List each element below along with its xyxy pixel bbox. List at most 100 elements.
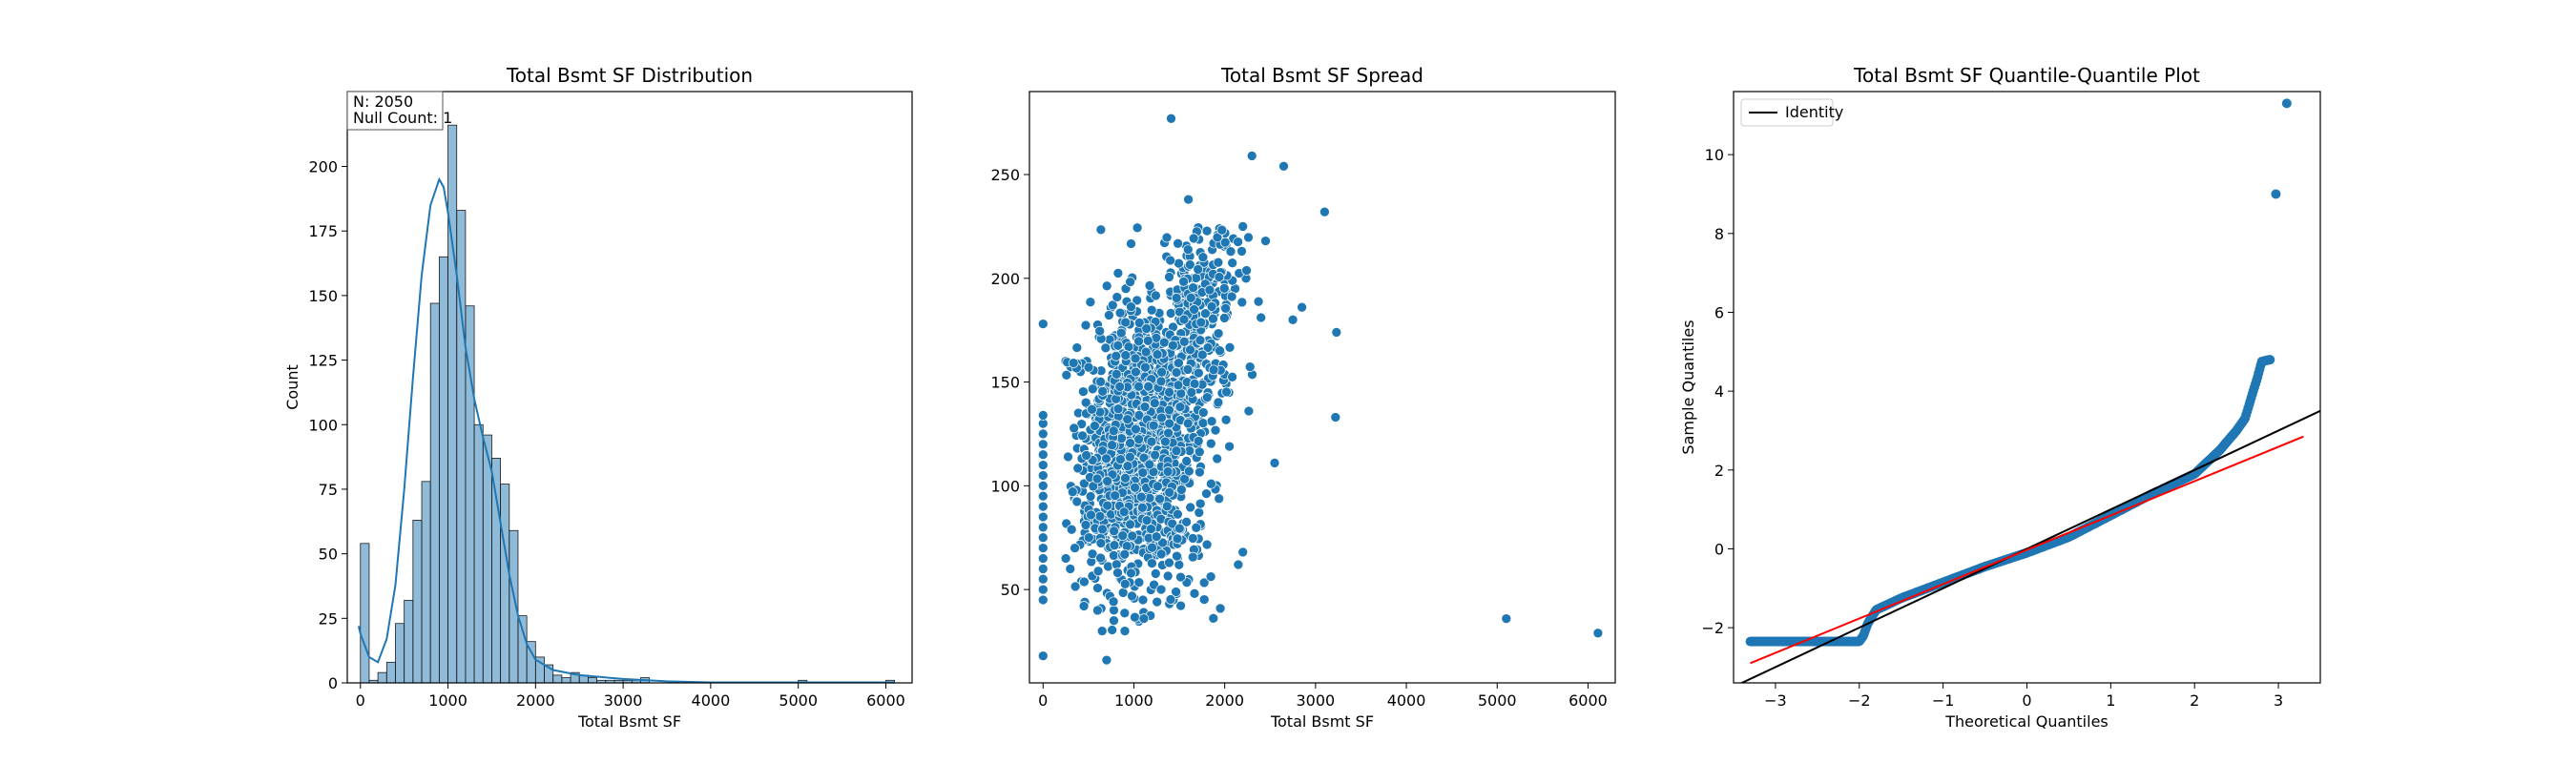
scatter-point <box>1137 594 1149 606</box>
scatter-point <box>1253 296 1264 307</box>
scatter-point <box>1037 480 1049 491</box>
scatter-point <box>1037 594 1049 606</box>
y-tick-label: 25 <box>319 609 338 628</box>
scatter-point <box>1221 386 1232 398</box>
scatter-point <box>1165 594 1176 605</box>
scatter-point <box>1166 113 1176 124</box>
x-tick-label: 2000 <box>1205 691 1244 710</box>
scatter-point <box>1125 438 1135 448</box>
x-axis-label: Theoretical Quantiles <box>1944 712 2109 731</box>
scatter-point <box>1144 459 1155 470</box>
y-tick-label: 200 <box>990 270 1020 288</box>
qq-point <box>2265 355 2275 365</box>
scatter-point <box>1206 301 1217 312</box>
scatter-point <box>1171 367 1182 378</box>
scatter-point <box>1287 314 1298 325</box>
x-tick-label: −1 <box>1932 691 1955 710</box>
scatter-point <box>1125 277 1135 287</box>
histogram-bar <box>412 520 423 684</box>
histogram-bar <box>377 671 387 684</box>
scatter-point <box>1087 383 1098 395</box>
y-tick-label: 0 <box>328 674 338 692</box>
scatter-point <box>1213 257 1224 268</box>
scatter-point <box>1070 543 1080 553</box>
scatter-point <box>1278 160 1289 172</box>
x-tick-label: 1000 <box>428 691 467 710</box>
x-axis-label: Total Bsmt SF <box>577 712 681 731</box>
scatter-point <box>1213 328 1224 339</box>
scatter-point <box>1109 540 1120 551</box>
chart-title: Total Bsmt SF Spread <box>1220 64 1423 87</box>
scatter-point <box>1120 350 1132 361</box>
scatter-point <box>1037 650 1049 662</box>
scatter-point <box>1152 596 1163 608</box>
scatter-point <box>1122 461 1133 471</box>
scatter-point <box>1174 523 1185 534</box>
scatter-point <box>1164 557 1174 568</box>
histogram-bar <box>465 305 475 684</box>
scatter-point <box>1236 246 1247 257</box>
scatter-point <box>1070 581 1081 592</box>
scatter-point <box>1119 578 1131 589</box>
scatter-point <box>1101 280 1112 292</box>
scatter-point <box>1108 425 1119 437</box>
scatter-point <box>1185 344 1195 356</box>
scatter-point <box>1037 501 1049 512</box>
x-tick-label: 5000 <box>1478 691 1517 710</box>
y-tick-label: 4 <box>1714 382 1724 401</box>
scatter-point <box>1194 507 1205 518</box>
scatter-point <box>1137 502 1148 513</box>
scatter-point <box>1220 414 1232 425</box>
scatter-point <box>1111 292 1123 302</box>
scatter-point <box>1037 410 1049 421</box>
scatter-point <box>1112 567 1123 578</box>
scatter-point <box>1071 496 1083 507</box>
scatter-point <box>1095 376 1106 387</box>
scatter-point <box>1116 433 1127 443</box>
scatter-point <box>1241 265 1252 276</box>
scatter-point <box>1224 441 1235 452</box>
scatter-point <box>1171 587 1181 597</box>
scatter-point <box>1109 605 1119 616</box>
scatter-point <box>1078 386 1089 397</box>
scatter-point <box>1142 335 1153 346</box>
y-tick-label: 250 <box>990 166 1020 184</box>
scatter-point <box>1037 428 1049 440</box>
y-axis-label: Count <box>283 364 301 410</box>
scatter-point <box>1165 255 1176 266</box>
x-axis-label: Total Bsmt SF <box>1270 712 1374 731</box>
scatter-point <box>1181 516 1192 527</box>
scatter-point <box>1037 319 1049 329</box>
scatter-point <box>1037 522 1049 533</box>
scatter-point <box>1141 515 1153 526</box>
scatter-point <box>1201 392 1213 402</box>
scatter-point <box>1233 237 1243 247</box>
y-tick-label: 125 <box>308 352 338 370</box>
scatter-point <box>1215 345 1225 357</box>
scatter-point <box>1174 559 1185 570</box>
histogram-bar <box>438 256 448 684</box>
scatter-point <box>1183 465 1195 477</box>
scatter-point <box>1156 366 1167 378</box>
scatter-point <box>1146 436 1157 447</box>
scatter-point <box>1160 436 1171 447</box>
scatter-point <box>1086 509 1096 521</box>
scatter-point <box>1130 353 1141 364</box>
y-tick-label: −2 <box>1701 619 1724 637</box>
scatter-point <box>1592 628 1604 639</box>
scatter-point <box>1069 423 1080 434</box>
histogram-bar <box>385 661 396 684</box>
scatter-point <box>1114 307 1126 319</box>
scatter-point <box>1037 532 1049 544</box>
scatter-point <box>1122 414 1133 424</box>
scatter-point <box>1183 194 1194 205</box>
x-tick-label: 5000 <box>779 691 818 710</box>
kde-line <box>357 176 895 684</box>
scatter-point <box>1167 518 1178 529</box>
scatter-point <box>1237 546 1249 558</box>
scatter-point <box>1184 259 1195 270</box>
scatter-point <box>1206 478 1216 489</box>
scatter-point <box>1107 625 1118 635</box>
scatter-point <box>1119 548 1131 560</box>
scatter-point <box>1104 310 1114 320</box>
